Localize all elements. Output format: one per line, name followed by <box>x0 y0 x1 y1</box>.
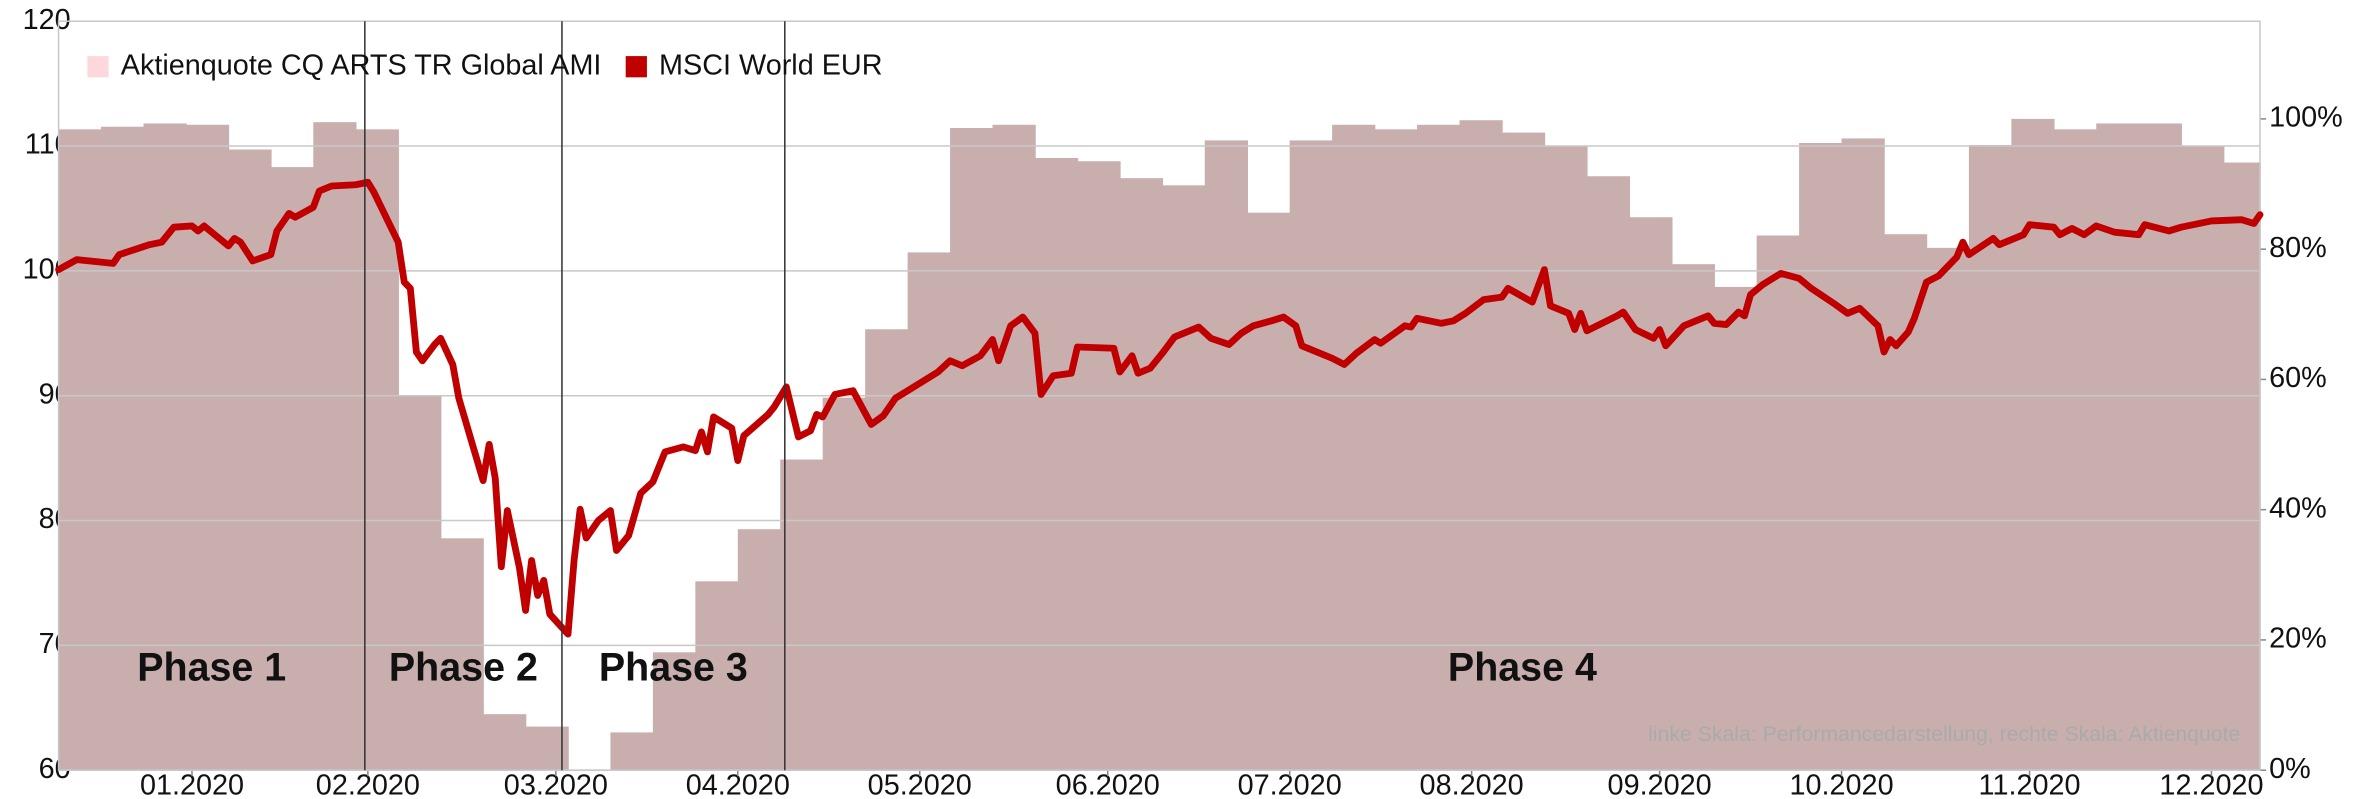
area-step <box>58 129 102 771</box>
area-step <box>2096 123 2140 771</box>
area-step <box>1714 286 1758 771</box>
annotation: linke Skala: Performancedarstellung, rec… <box>1648 723 2240 746</box>
area-step <box>992 124 1036 771</box>
area-step <box>440 538 484 771</box>
area-step <box>1544 146 1588 771</box>
y2-tick-label: 0% <box>2269 753 2311 785</box>
area-step <box>780 459 824 771</box>
area <box>58 118 2261 771</box>
line-layer <box>55 178 2264 638</box>
area-step <box>865 329 909 771</box>
area-step <box>2053 129 2098 771</box>
area-step <box>1459 120 1503 771</box>
area-step <box>2011 118 2055 771</box>
plot-frame <box>57 20 2261 771</box>
y2-tick-label: 100% <box>2269 102 2343 134</box>
y-tick-label: 120 <box>23 4 71 36</box>
area-step <box>2181 146 2225 771</box>
area-step <box>143 123 187 771</box>
area-step <box>1077 161 1121 771</box>
area-step <box>1332 124 1376 771</box>
area-step <box>1289 140 1333 771</box>
area-step <box>950 128 994 771</box>
area-step <box>1586 176 1631 771</box>
area-step <box>1671 264 1715 771</box>
area-step <box>822 397 866 771</box>
area-step <box>695 581 739 771</box>
area-step <box>1884 234 1928 771</box>
area-step <box>1756 235 1800 771</box>
area-step <box>398 396 442 771</box>
area-step <box>1629 217 1673 771</box>
area-step <box>1417 124 1461 771</box>
area-step <box>907 252 951 771</box>
area-step <box>610 732 654 771</box>
area-step <box>101 126 145 771</box>
area-step <box>2138 123 2182 771</box>
area-step <box>1374 129 1418 771</box>
phase-label: Phase 3 <box>599 646 748 690</box>
y2-tick-label: 80% <box>2269 232 2327 264</box>
overlay: Phase 1 Phase 2 Phase 3 Phase 4 linke Skala:… <box>87 21 2240 771</box>
area-step <box>1501 132 1546 771</box>
phase-label: Phase 4 <box>1448 646 1597 690</box>
y2-tick-label: 20% <box>2269 623 2327 655</box>
area-step <box>652 652 697 771</box>
area-step <box>1034 157 1079 771</box>
phase-label: Phase 2 <box>389 646 538 690</box>
area-step <box>1119 178 1164 771</box>
y2-tick-label: 40% <box>2269 492 2327 524</box>
legend-swatch <box>87 56 109 78</box>
area-step <box>2223 162 2261 771</box>
area-step <box>1162 185 1206 771</box>
line <box>55 178 2264 638</box>
area-step <box>1841 138 1885 771</box>
axis-labels: 607080901001101200%20%40%60%80%100%01.20… <box>23 4 2343 799</box>
area-step <box>1247 212 1291 771</box>
legend-label: MSCI World EUR <box>659 49 882 81</box>
y2-tick-label: 60% <box>2269 362 2327 394</box>
grid <box>57 20 2267 777</box>
legend-swatch <box>625 56 647 78</box>
area-step <box>1799 143 1843 771</box>
area-step <box>1204 140 1248 771</box>
area-step <box>1926 247 1970 771</box>
area-step <box>737 529 782 771</box>
legend-label: Aktienquote CQ ARTS TR Global AMI <box>121 49 602 81</box>
area-step <box>270 167 315 771</box>
area-step <box>483 714 527 771</box>
phase-label: Phase 1 <box>137 646 286 690</box>
area-step <box>313 122 357 771</box>
